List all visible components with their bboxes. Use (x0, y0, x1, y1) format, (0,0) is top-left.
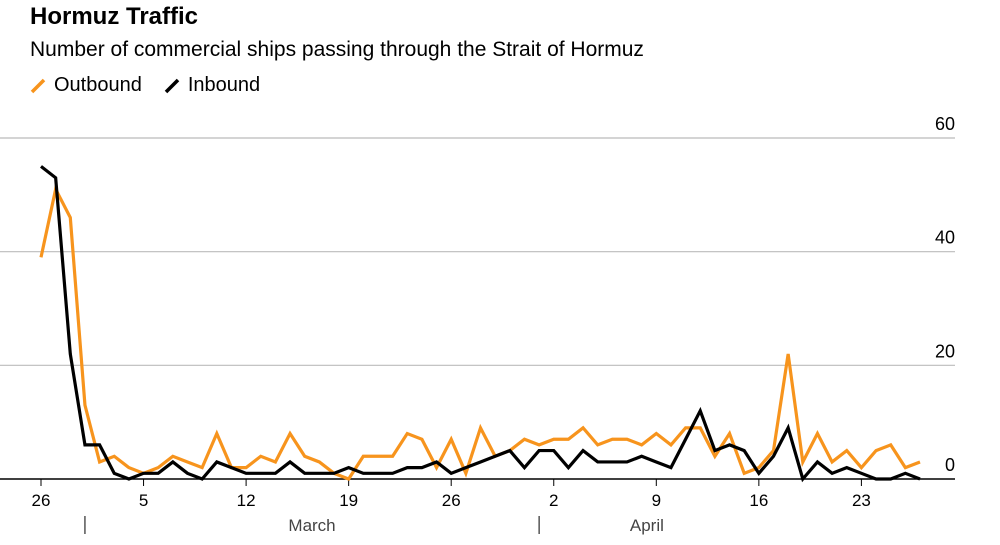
x-tick-label: 19 (339, 491, 358, 510)
x-tick-label: 9 (652, 491, 661, 510)
series-line-outbound (39, 184, 921, 481)
outbound-swatch-icon (30, 78, 46, 93)
chart-subtitle: Number of commercial ships passing throu… (30, 38, 644, 61)
legend-outbound: Outbound (30, 74, 142, 97)
month-label: March (288, 516, 335, 535)
legend-inbound-label: Inbound (187, 74, 261, 96)
x-tick-label: 12 (237, 491, 256, 510)
x-tick-label: 23 (852, 491, 871, 510)
inbound-swatch-icon (164, 78, 180, 93)
month-label: April (630, 516, 664, 535)
legend-outbound-label: Outbound (54, 74, 142, 96)
legend-inbound: Inbound (164, 74, 260, 97)
x-tick-label: 26 (442, 491, 461, 510)
y-tick-label: 0 (945, 455, 955, 475)
x-tick-label: 2 (549, 491, 558, 510)
y-tick-label: 60 (935, 114, 955, 134)
chart-title: Hormuz Traffic (30, 3, 199, 30)
x-tick-label: 16 (749, 491, 768, 510)
y-tick-label: 40 (935, 228, 955, 248)
x-tick-label: 5 (139, 491, 148, 510)
x-tick-label: 26 (32, 491, 51, 510)
y-tick-label: 20 (935, 341, 955, 361)
legend: Outbound Inbound (30, 74, 260, 97)
